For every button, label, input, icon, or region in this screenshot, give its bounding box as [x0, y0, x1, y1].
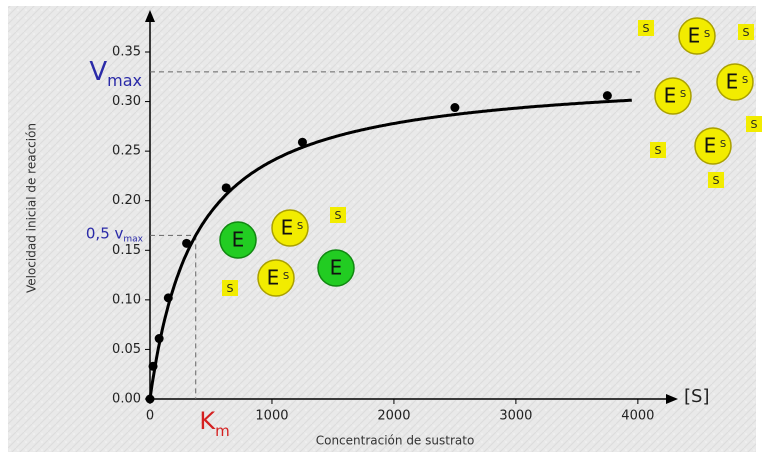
km-label-sub: m — [215, 422, 230, 440]
x-tick-label: 3000 — [499, 409, 532, 424]
enzyme-label: E — [726, 70, 739, 94]
data-point — [450, 103, 459, 112]
vmax-label-sub: max — [107, 71, 142, 90]
substrate-label: S — [335, 209, 342, 222]
enzyme-label: E — [330, 256, 343, 280]
x-tick-label: 2000 — [377, 409, 410, 424]
enzyme-label: E — [267, 266, 280, 290]
data-point — [149, 362, 158, 371]
x-axis-label: Concentración de sustrato — [316, 434, 475, 448]
substrate-label: S — [643, 22, 650, 35]
substrate-label: S — [227, 282, 234, 295]
substrate-label: S — [655, 144, 662, 157]
y-tick-label: 0.25 — [112, 144, 141, 159]
substrate-label: S — [713, 174, 720, 187]
chart: Velocidad inicial de reacción Concentrac… — [0, 0, 763, 458]
y-tick-label: 0.15 — [112, 243, 141, 258]
data-point — [298, 138, 307, 147]
x-tick-label: 4000 — [621, 409, 654, 424]
enzyme-label: E — [704, 134, 717, 158]
enzyme-label: E — [232, 228, 245, 252]
data-point — [603, 91, 612, 100]
x-tick-label: 0 — [146, 409, 154, 424]
y-tick-label: 0.30 — [112, 94, 141, 109]
half-vmax-label-sub: max — [123, 234, 143, 244]
y-tick-label: 0.00 — [112, 392, 141, 407]
y-tick-label: 0.35 — [112, 45, 141, 60]
km-label-main: K — [199, 407, 216, 435]
enzyme-label: E — [281, 216, 294, 240]
data-point — [146, 395, 155, 404]
bound-substrate-label: S — [680, 89, 686, 100]
bound-substrate-label: S — [283, 271, 289, 282]
y-axis-label: Velocidad inicial de reacción — [25, 123, 39, 293]
bound-substrate-label: S — [297, 221, 303, 232]
y-tick-label: 0.10 — [112, 292, 141, 307]
x-axis-end-label: [S] — [684, 386, 709, 407]
x-tick-label: 1000 — [255, 409, 288, 424]
half-vmax-label-main: 0,5 v — [86, 224, 124, 242]
data-point — [164, 293, 173, 302]
data-point — [222, 183, 231, 192]
enzyme-label: E — [688, 24, 701, 48]
bound-substrate-label: S — [704, 29, 710, 40]
vmax-label-main: V — [89, 56, 107, 86]
y-tick-label: 0.05 — [112, 342, 141, 357]
y-tick-label: 0.20 — [112, 193, 141, 208]
data-point — [182, 239, 191, 248]
bound-substrate-label: S — [720, 139, 726, 150]
substrate-label: S — [751, 118, 758, 131]
bound-substrate-label: S — [742, 75, 748, 86]
data-point — [155, 334, 164, 343]
substrate-label: S — [743, 26, 750, 39]
enzyme-label: E — [664, 84, 677, 108]
